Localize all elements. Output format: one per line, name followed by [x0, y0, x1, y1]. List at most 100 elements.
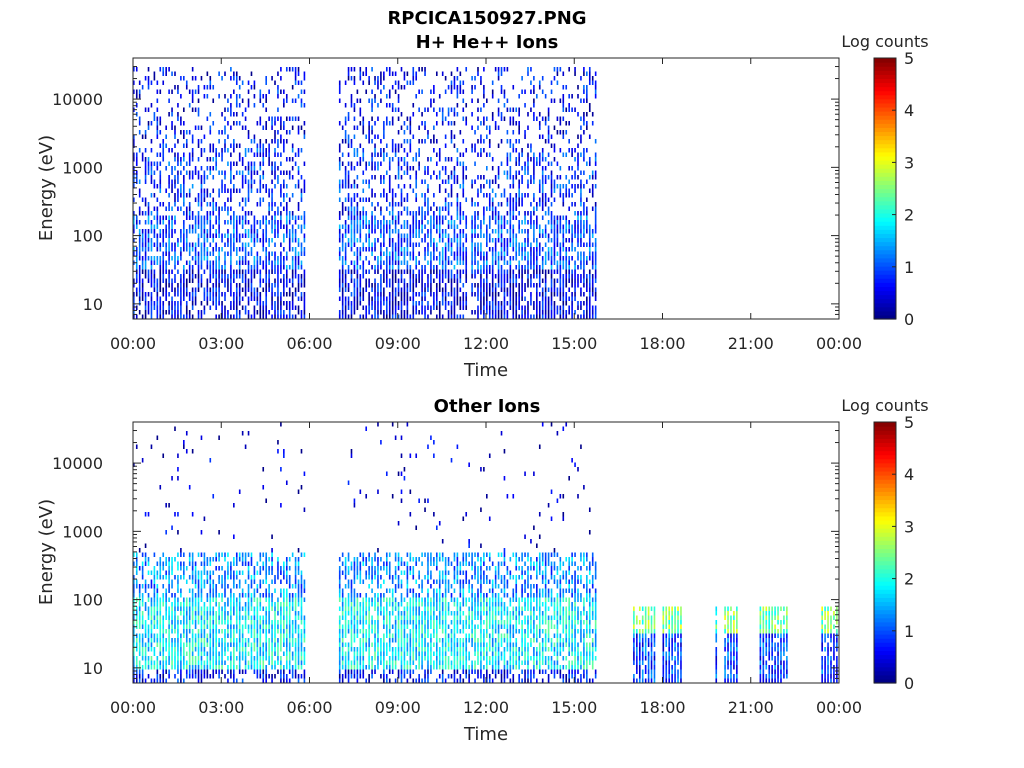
spectrogram-cell: [133, 638, 135, 643]
spectrogram-cell: [394, 278, 397, 283]
spectrogram-cell: [583, 220, 585, 225]
spectrogram-cell: [168, 175, 170, 180]
spectrogram-cell: [185, 431, 188, 436]
spectrogram-cell: [383, 269, 385, 274]
spectrogram-cell: [135, 305, 138, 310]
spectrogram-cell: [168, 274, 170, 279]
spectrogram-cell: [188, 310, 191, 315]
spectrogram-cell: [556, 287, 559, 292]
spectrogram-cell: [459, 184, 462, 189]
spectrogram-cell: [230, 125, 232, 130]
spectrogram-cell: [244, 287, 247, 292]
spectrogram-cell: [265, 296, 267, 301]
spectrogram-cell: [562, 85, 565, 90]
spectrogram-cell: [497, 305, 500, 310]
spectrogram-cell: [233, 121, 235, 126]
spectrogram-cell: [347, 287, 350, 292]
spectrogram-cell: [527, 301, 529, 306]
spectrogram-cell: [191, 629, 194, 634]
spectrogram-cell: [156, 197, 159, 202]
spectrogram-cell: [350, 76, 353, 81]
spectrogram-cell: [150, 579, 153, 584]
spectrogram-cell: [353, 103, 356, 108]
spectrogram-cell: [203, 134, 206, 139]
spectrogram-cell: [547, 116, 550, 121]
spectrogram-cell: [462, 292, 465, 297]
spectrogram-cell: [138, 633, 141, 638]
spectrogram-cell: [241, 274, 244, 279]
spectrogram-cell: [162, 202, 165, 207]
spectrogram-cell: [359, 161, 362, 166]
spectrogram-cell: [524, 283, 526, 288]
spectrogram-cell: [406, 211, 409, 216]
spectrogram-cell: [353, 224, 356, 229]
spectrogram-cell: [277, 265, 279, 270]
spectrogram-cell: [383, 296, 385, 301]
spectrogram-cell: [259, 260, 262, 265]
spectrogram-cell: [200, 260, 203, 265]
spectrogram-cell: [259, 274, 262, 279]
spectrogram-cell: [283, 197, 285, 202]
spectrogram-cell: [474, 242, 476, 247]
spectrogram-cell: [362, 220, 365, 225]
spectrogram-cell: [283, 143, 285, 148]
spectrogram-cell: [471, 251, 473, 256]
spectrogram-cell: [165, 283, 167, 288]
spectrogram-cell: [388, 278, 391, 283]
spectrogram-cell: [456, 161, 459, 166]
spectrogram-cell: [162, 157, 165, 162]
spectrogram-cell: [391, 229, 394, 234]
spectrogram-cell: [503, 256, 506, 261]
spectrogram-cell: [374, 283, 376, 288]
spectrogram-cell: [144, 134, 147, 139]
spectrogram-cell: [197, 642, 200, 647]
spectrogram-cell: [235, 287, 238, 292]
spectrogram-cell: [203, 310, 206, 315]
spectrogram-cell: [450, 202, 453, 207]
spectrogram-cell: [235, 238, 238, 243]
spectrogram-cell: [471, 274, 473, 279]
spectrogram-cell: [338, 157, 341, 162]
spectrogram-cell: [512, 305, 515, 310]
spectrogram-cell: [444, 305, 447, 310]
spectrogram-cell: [300, 229, 303, 234]
spectrogram-cell: [171, 269, 173, 274]
spectrogram-cell: [156, 606, 159, 611]
spectrogram-cell: [138, 669, 141, 674]
spectrogram-cell: [259, 175, 262, 180]
spectrogram-cell: [353, 193, 356, 198]
spectrogram-cell: [453, 85, 456, 90]
spectrogram-cell: [383, 71, 385, 76]
spectrogram-cell: [459, 161, 462, 166]
spectrogram-cell: [385, 265, 388, 270]
spectrogram-cell: [586, 197, 588, 202]
spectrogram-cell: [388, 296, 391, 301]
spectrogram-cell: [156, 166, 159, 171]
colorbar-swatch: [874, 306, 896, 312]
spectrogram-cell: [188, 224, 191, 229]
spectrogram-cell: [477, 233, 479, 238]
spectrogram-cell: [465, 166, 468, 171]
spectrogram-cell: [471, 260, 473, 265]
spectrogram-cell: [162, 593, 165, 598]
spectrogram-cell: [188, 620, 191, 625]
spectrogram-cell: [497, 202, 500, 207]
spectrogram-cell: [191, 148, 194, 153]
spectrogram-cell: [530, 215, 532, 220]
spectrogram-cell: [259, 256, 262, 261]
spectrogram-cell: [188, 485, 191, 490]
spectrogram-cell: [462, 161, 465, 166]
spectrogram-cell: [138, 548, 141, 553]
spectrogram-cell: [250, 170, 253, 175]
spectrogram-cell: [203, 251, 206, 256]
spectrogram-cell: [191, 274, 194, 279]
spectrogram-cell: [191, 247, 194, 252]
spectrogram-cell: [400, 305, 403, 310]
spectrogram-cell: [194, 256, 197, 261]
spectrogram-cell: [177, 292, 179, 297]
spectrogram-cell: [594, 269, 597, 274]
spectrogram-cell: [371, 116, 373, 121]
spectrogram-cell: [503, 116, 506, 121]
spectrogram-cell: [518, 314, 520, 319]
spectrogram-cell: [159, 310, 162, 315]
